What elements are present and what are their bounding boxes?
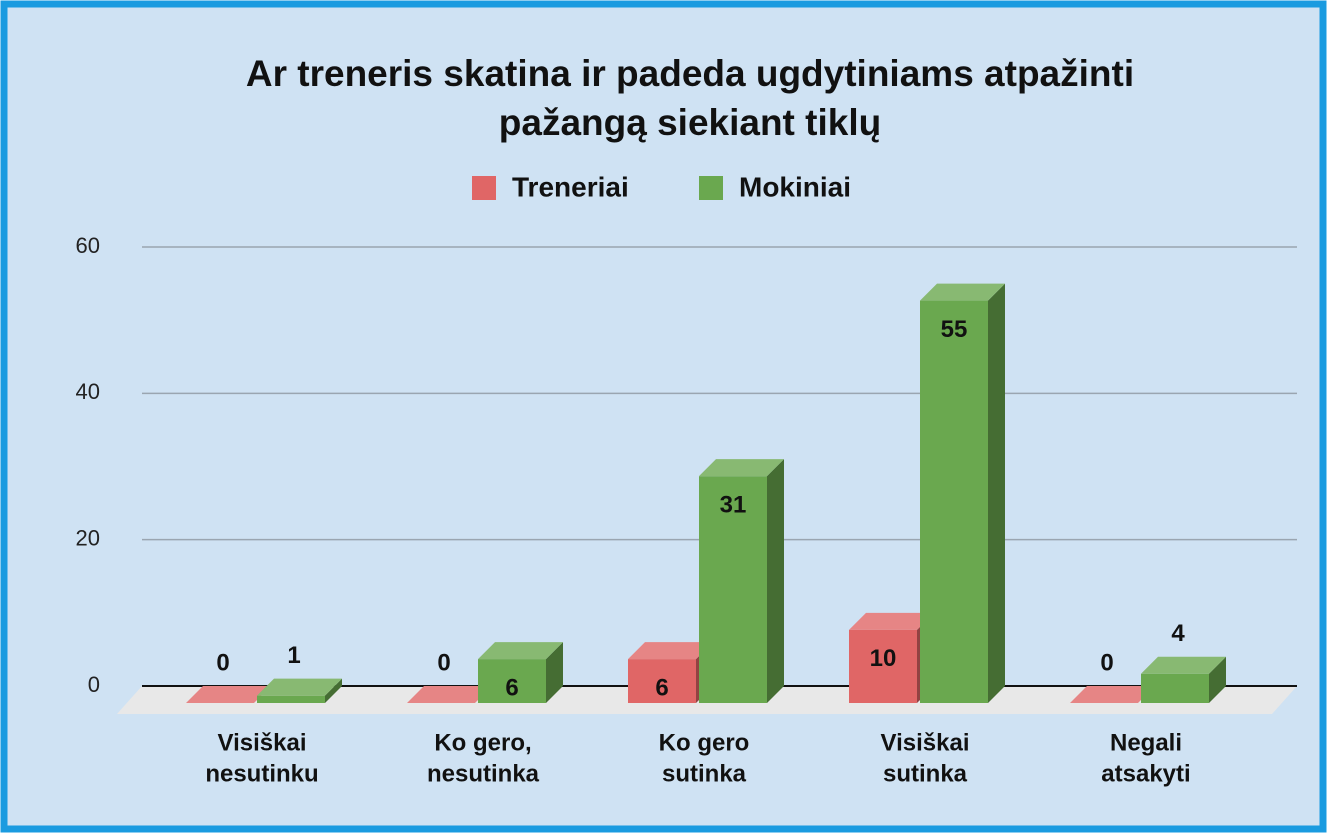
- x-tick-label: sutinka: [662, 760, 747, 787]
- value-label: 0: [437, 649, 450, 676]
- value-label: 1: [287, 642, 300, 669]
- bar-face: [849, 629, 917, 703]
- value-label: 6: [505, 674, 518, 701]
- bar-face: [407, 686, 492, 703]
- value-label: 55: [941, 316, 968, 343]
- bar: [1141, 656, 1226, 703]
- bar-face: [1141, 673, 1209, 703]
- y-tick-label: 0: [88, 672, 100, 697]
- legend-label: Treneriai: [512, 171, 629, 202]
- bar-face: [325, 678, 342, 703]
- x-tick-label: Negali: [1110, 729, 1182, 756]
- bar-face: [1141, 656, 1226, 674]
- legend-swatch: [472, 176, 496, 200]
- x-tick-label: sutinka: [883, 760, 968, 787]
- value-label: 0: [216, 649, 229, 676]
- bar-face: [628, 659, 696, 703]
- legend-label: Mokiniai: [739, 171, 851, 202]
- legend-swatch: [699, 176, 723, 200]
- y-tick-label: 20: [76, 525, 100, 550]
- chart-title: Ar treneris skatina ir padeda ugdytiniam…: [246, 53, 1134, 94]
- bar: [1070, 686, 1155, 703]
- bar-face: [628, 642, 713, 660]
- value-label: 10: [870, 645, 897, 672]
- x-tick-label: Visiškai: [218, 729, 307, 756]
- bar-face: [1209, 656, 1226, 703]
- bar-face: [1070, 686, 1155, 703]
- x-tick-label: nesutinku: [205, 760, 318, 787]
- bar: [186, 686, 271, 703]
- bar: [920, 283, 1005, 703]
- x-tick-label: Visiškai: [881, 729, 970, 756]
- x-tick-label: Ko gero,: [434, 729, 531, 756]
- value-label: 4: [1171, 620, 1185, 647]
- bar-face: [186, 686, 271, 703]
- bar-face: [257, 695, 325, 703]
- bar: [699, 459, 784, 703]
- x-tick-label: nesutinka: [427, 760, 540, 787]
- bar-face: [478, 659, 546, 703]
- y-tick-label: 60: [76, 233, 100, 258]
- bar-face: [546, 642, 563, 703]
- bar: [478, 642, 563, 703]
- bar-face: [767, 459, 784, 703]
- bar-face: [920, 300, 988, 703]
- x-tick-label: atsakyti: [1101, 760, 1190, 787]
- y-tick-label: 40: [76, 379, 100, 404]
- value-label: 0: [1100, 649, 1113, 676]
- chart-title: pažangą siekiant tiklų: [499, 102, 881, 143]
- bar-face: [699, 459, 784, 477]
- x-tick-label: Ko gero: [659, 729, 750, 756]
- value-label: 6: [655, 674, 668, 701]
- bar-face: [988, 283, 1005, 703]
- value-label: 31: [720, 492, 747, 519]
- bar: [407, 686, 492, 703]
- bar-face: [257, 678, 342, 696]
- bar-face: [699, 476, 767, 703]
- bar-face: [849, 612, 934, 630]
- bar-face: [478, 642, 563, 660]
- bar-face: [920, 283, 1005, 301]
- bar: [257, 678, 342, 703]
